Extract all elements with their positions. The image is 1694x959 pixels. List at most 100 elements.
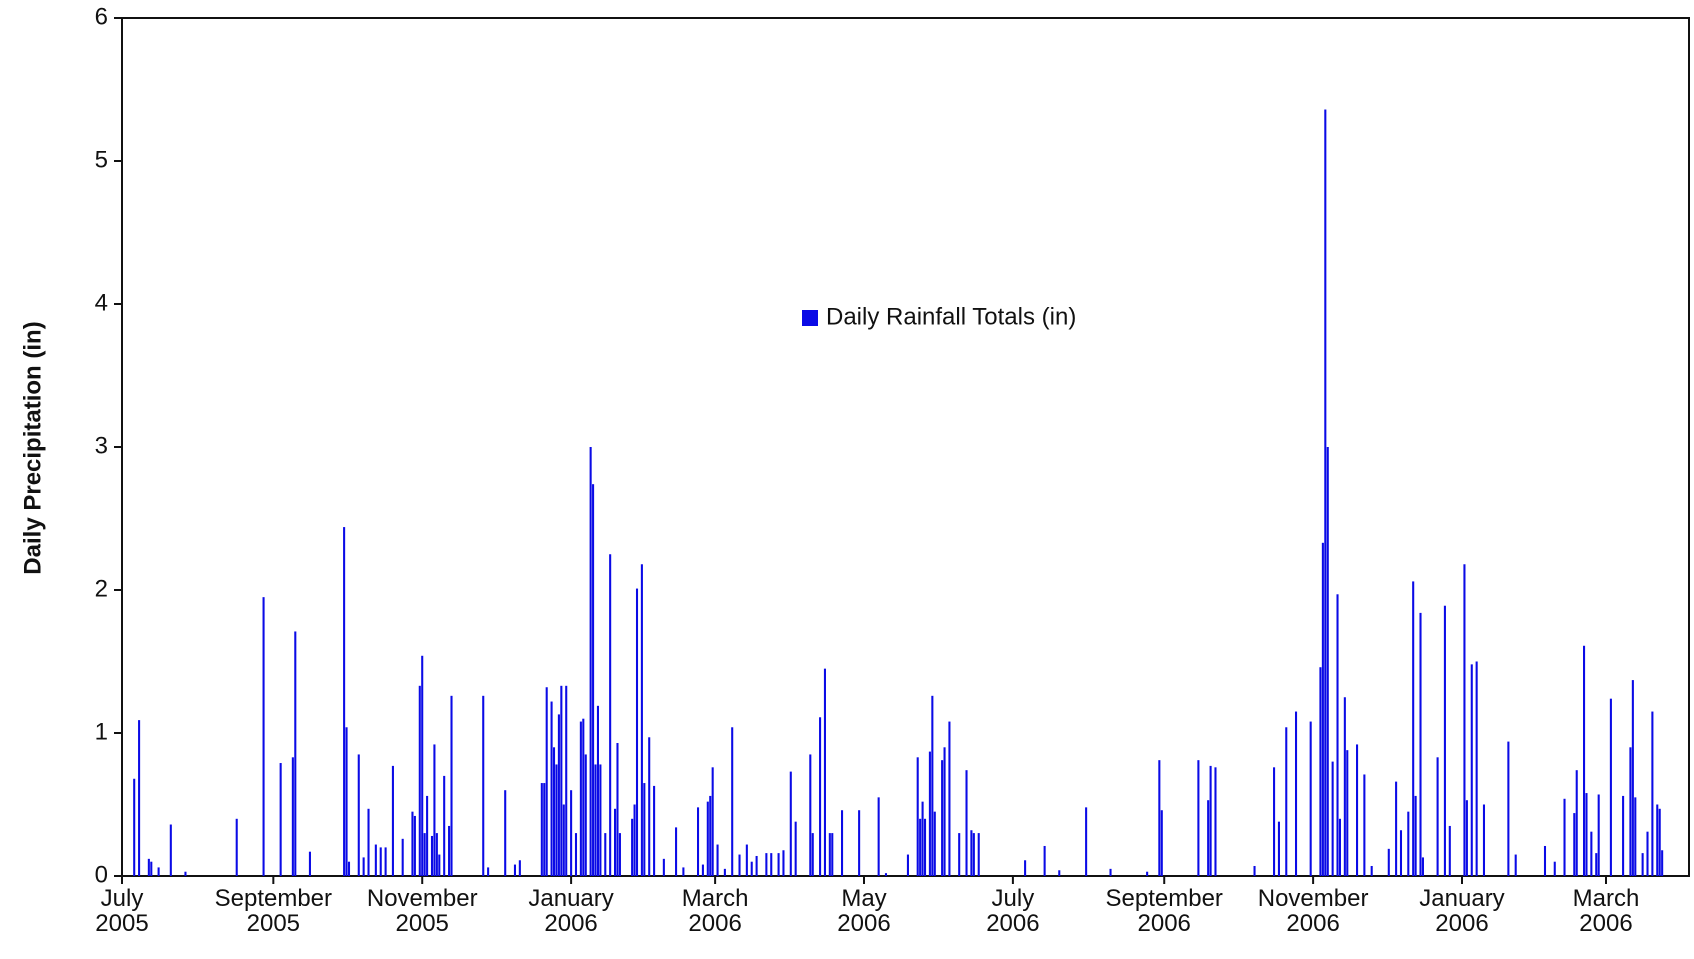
bar (367, 808, 370, 876)
bar (294, 631, 297, 876)
bar (1331, 761, 1334, 876)
bar (614, 808, 617, 876)
bar (308, 851, 311, 876)
bar (1651, 711, 1654, 876)
bar (1634, 797, 1637, 876)
bar (1646, 831, 1649, 876)
bar (1024, 860, 1027, 876)
bar (1629, 747, 1632, 876)
bar (1448, 825, 1451, 876)
bar (1343, 697, 1346, 876)
bar (841, 810, 844, 876)
bar (1370, 865, 1373, 876)
bar (411, 811, 414, 876)
x-tick-label: January 2006 (528, 885, 614, 937)
bar (235, 818, 238, 876)
bar (931, 695, 934, 876)
bar (809, 754, 812, 876)
bar (596, 705, 599, 876)
bar (433, 744, 436, 876)
bar (1421, 857, 1424, 876)
bar (858, 810, 861, 876)
bar (579, 721, 582, 876)
bar (1585, 793, 1588, 876)
x-tick-label: November 2006 (1257, 885, 1369, 937)
bar (823, 668, 826, 876)
x-tick-label: March 2006 (681, 885, 749, 937)
bar (565, 685, 568, 876)
x-tick-label: May 2006 (837, 885, 891, 937)
bar (504, 790, 507, 876)
bar (919, 818, 922, 876)
bar (970, 830, 973, 876)
bar (794, 821, 797, 876)
bar (977, 833, 980, 876)
y-tick-label: 1 (95, 718, 108, 745)
bar (1197, 760, 1200, 876)
bar (482, 695, 485, 876)
bar (782, 850, 785, 876)
bar (184, 871, 187, 876)
bar (169, 824, 172, 876)
bar (1319, 667, 1322, 876)
bar (609, 554, 612, 876)
bar (1346, 750, 1349, 876)
bar (696, 807, 700, 876)
bar (965, 770, 968, 876)
bar (653, 785, 656, 876)
bar (819, 717, 822, 876)
bar (1595, 853, 1598, 876)
bar (1641, 853, 1644, 876)
y-tick-label: 4 (95, 289, 108, 316)
bar (745, 844, 748, 876)
bar (582, 718, 585, 876)
x-tick-label: January 2006 (1419, 885, 1505, 937)
bar (345, 727, 348, 876)
bar (1583, 645, 1586, 876)
bar (1207, 800, 1210, 876)
bar (1160, 810, 1163, 876)
bar (1419, 612, 1422, 876)
bar (831, 833, 834, 876)
bar (1407, 811, 1410, 876)
plot-frame (121, 17, 1690, 877)
y-tick-label: 2 (95, 575, 108, 602)
bar (921, 801, 924, 876)
bar (972, 833, 975, 876)
y-tick-label: 5 (95, 146, 108, 173)
bar (545, 687, 548, 876)
bar (589, 447, 592, 876)
bar (1043, 845, 1046, 876)
bar (438, 854, 441, 876)
bar (755, 855, 758, 876)
bar (916, 757, 919, 876)
bar (723, 868, 726, 876)
bar (1656, 804, 1659, 876)
bar (1309, 721, 1312, 876)
bar (958, 833, 961, 876)
bar (574, 833, 578, 876)
bar (1109, 868, 1112, 876)
bar (701, 864, 704, 876)
bar (635, 588, 639, 876)
bar (443, 775, 446, 876)
bar (1253, 865, 1256, 876)
bar (1399, 830, 1403, 876)
bar (631, 818, 634, 876)
bar (557, 714, 560, 876)
bar (618, 833, 621, 876)
bar (1321, 542, 1324, 876)
bar (1543, 845, 1547, 876)
bar (1326, 447, 1329, 876)
bar (1463, 564, 1466, 876)
bar (709, 795, 712, 876)
bar (418, 685, 421, 876)
bar (513, 864, 517, 876)
bar (430, 835, 434, 876)
bar (362, 857, 365, 876)
bar (1214, 767, 1217, 876)
legend-label: Daily Rainfall Totals (in) (826, 303, 1076, 330)
bar (1661, 850, 1664, 876)
